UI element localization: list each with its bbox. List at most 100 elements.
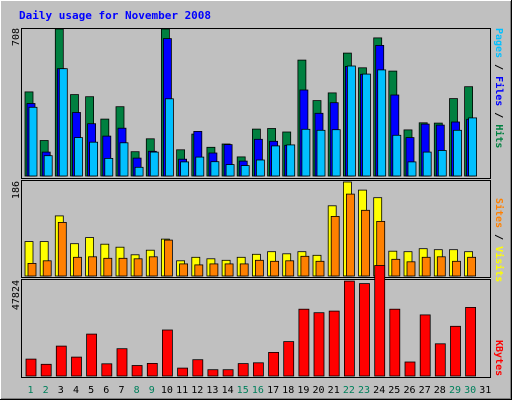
kbytes-bar [237,363,249,377]
sites-bar [179,263,189,277]
day-label-8: 8 [134,385,140,396]
kbytes-bar [328,310,340,377]
sites-bar [73,256,82,277]
day-label-30: 30 [464,385,476,396]
pages-bar [119,142,129,177]
sites-bar [300,255,310,277]
pages-bar [180,161,190,177]
sites-bar [270,260,280,277]
kbytes-bar [222,369,234,377]
pages-bar [134,166,144,177]
day-label-29: 29 [449,385,461,396]
kbytes-bar [161,329,173,377]
day-label-23: 23 [358,385,370,396]
kbytes-bar [25,358,37,377]
sites-bar [163,239,173,277]
sites-bar [315,260,325,277]
day-label-2: 2 [43,385,49,396]
pages-bar [58,68,68,177]
sites-bar [133,258,143,277]
pages-bar [164,98,174,177]
legend-sep-1: / [493,58,504,76]
kbytes-bar [283,341,295,377]
day-label-15: 15 [237,385,249,396]
day-label-1: 1 [27,385,33,396]
kbytes-panel-legend: KBytes [493,340,504,376]
pages-bar [286,144,296,177]
legend-hits: Hits [493,124,505,148]
day-label-18: 18 [282,385,294,396]
kbytes-bar [389,308,401,377]
pages-bar [377,69,387,177]
kbytes-bar [419,314,431,377]
pages-bar [346,65,356,177]
pages-bar [28,106,38,177]
visits-panel-legend: Sites / Visits [493,198,505,282]
kbytes-bar [252,362,264,377]
pages-bar [74,137,83,177]
kbytes-bar [177,367,189,377]
day-label-11: 11 [176,385,188,396]
hits-ymax-label: 708 [11,28,22,46]
legend-visits: Visits [493,246,505,282]
pages-bar [225,164,235,177]
day-label-25: 25 [388,385,400,396]
kbytes-bar [313,312,325,377]
kbytes-bar [55,345,67,377]
pages-bar [316,129,326,177]
pages-bar [392,134,402,177]
day-label-4: 4 [73,385,79,396]
legend-kbytes: KBytes [493,340,504,376]
kbytes-bar [101,363,113,377]
sites-bar [421,256,431,277]
sites-bar [285,260,295,277]
kbytes-bar [343,280,355,377]
sites-bar [88,256,97,277]
sites-bar [209,263,219,277]
pages-bar [362,73,371,177]
sites-bar [254,259,264,277]
pages-bar [104,157,114,177]
sites-bar [148,256,158,277]
kbytes-ymax-label: 47824 [11,280,22,310]
day-label-10: 10 [161,385,173,396]
sites-bar [103,257,113,277]
pages-bar [271,145,281,177]
day-label-24: 24 [373,385,385,396]
pages-bar [453,129,462,177]
pages-bar [210,161,220,177]
visits-ymax-label: 186 [11,181,22,199]
day-label-12: 12 [191,385,203,396]
kbytes-bar [146,362,158,377]
day-label-17: 17 [267,385,279,396]
sites-bar [345,193,355,277]
legend-sep-3: / [493,228,504,246]
kbytes-bar [404,361,416,377]
legend-files: Files [493,76,505,106]
kbytes-bar [298,308,310,377]
sites-bar [406,261,416,277]
pages-bar [43,155,53,177]
kbytes-bar [374,265,386,377]
sites-bar [194,264,204,277]
sites-bar [57,221,67,277]
day-label-31: 31 [479,385,491,396]
panel-frame-kbytes [21,279,491,378]
pages-bar [437,150,447,177]
legend-sep-2: / [493,106,504,124]
kbytes-bar [268,351,280,377]
sites-bar [118,257,128,277]
sites-bar [361,209,370,277]
pages-bar [255,159,265,177]
kbytes-bar [131,365,143,377]
day-label-20: 20 [312,385,324,396]
day-label-21: 21 [328,385,340,396]
legend-pages: Pages [493,28,504,58]
day-label-14: 14 [222,385,234,396]
day-label-28: 28 [434,385,446,396]
day-label-16: 16 [252,385,264,396]
sites-bar [42,260,52,277]
sites-bar [452,260,461,277]
kbytes-bar [465,306,477,377]
